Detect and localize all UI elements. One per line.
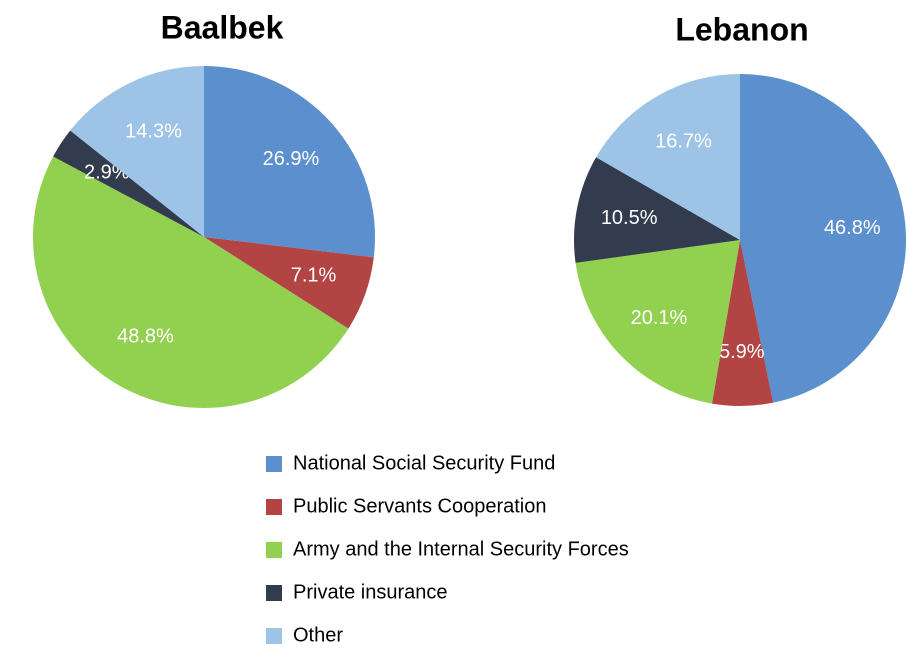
legend-swatch xyxy=(266,585,282,601)
pie-slice xyxy=(70,66,204,237)
pie-slice xyxy=(575,240,740,404)
legend-label: Army and the Internal Security Forces xyxy=(293,538,629,560)
legend-swatch xyxy=(266,542,282,558)
pie-slice xyxy=(596,74,740,240)
chart-title: Baalbek xyxy=(161,9,284,45)
pie-slice xyxy=(204,237,374,329)
value-label: 10.5% xyxy=(601,207,658,229)
legend-label: Public Servants Cooperation xyxy=(293,495,546,517)
value-label: 16.7% xyxy=(655,131,712,153)
pie-slice xyxy=(53,130,204,237)
value-label: 46.8% xyxy=(824,217,881,239)
legend-swatch xyxy=(266,499,282,515)
legend-swatch xyxy=(266,628,282,644)
chart-title: Lebanon xyxy=(675,11,808,47)
value-label: 5.9% xyxy=(719,341,765,363)
pie-slice xyxy=(740,74,907,403)
legend-label: Other xyxy=(293,624,343,646)
value-label: 7.1% xyxy=(291,264,337,286)
pie-slice xyxy=(204,66,375,258)
pie-slice xyxy=(711,240,774,407)
legend-label: National Social Security Fund xyxy=(293,452,555,474)
legend-label: Private insurance xyxy=(293,581,448,603)
pie-slice xyxy=(573,157,740,263)
legend-swatch xyxy=(266,456,282,472)
value-label: 26.9% xyxy=(263,148,320,170)
value-label: 14.3% xyxy=(125,121,182,143)
pie-slice xyxy=(32,156,349,409)
value-label: 48.8% xyxy=(117,326,174,348)
value-label: 20.1% xyxy=(631,307,688,329)
